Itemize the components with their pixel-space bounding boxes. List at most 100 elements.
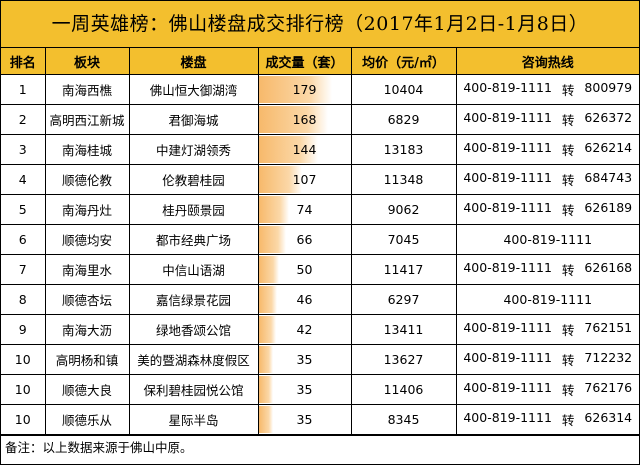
area-cell: 顺德均安 bbox=[44, 224, 130, 255]
area-cell: 顺德乐从 bbox=[44, 404, 130, 435]
deals-bar bbox=[259, 226, 286, 253]
ranking-table: 排名 板块 楼盘 成交量（套） 均价（元/㎡） 咨询热线 1 南海西樵 佛山恒大… bbox=[1, 48, 639, 435]
project-cell: 伦教碧桂园 bbox=[128, 164, 259, 195]
deals-bar bbox=[259, 136, 318, 163]
rank-cell: 10 bbox=[1, 344, 46, 375]
area-cell: 高明西江新城 bbox=[44, 104, 130, 135]
contact-cell: 400-819-1111 bbox=[455, 284, 639, 315]
table-row: 7 南海里水 中信山语湖 50 11417 400-819-1111 转 626… bbox=[1, 254, 639, 285]
contact-cell: 400-819-1111 转 626214 bbox=[455, 134, 639, 165]
deals-value: 179 bbox=[292, 82, 317, 97]
deals-value: 35 bbox=[296, 412, 313, 427]
price-cell: 8345 bbox=[350, 404, 457, 435]
project-cell: 绿地香颂公馆 bbox=[128, 314, 259, 345]
deals-value: 35 bbox=[296, 352, 313, 367]
project-cell: 都市经典广场 bbox=[128, 224, 259, 255]
deals-value: 74 bbox=[296, 202, 313, 217]
deals-value: 35 bbox=[296, 382, 313, 397]
contact-cell: 400-819-1111 转 762176 bbox=[455, 374, 639, 405]
table-row: 4 顺德伦教 伦教碧桂园 107 11348 400-819-1111 转 68… bbox=[1, 164, 639, 195]
price-cell: 7045 bbox=[350, 224, 457, 255]
phone-number: 400-819-1111 bbox=[463, 320, 552, 335]
deals-bar bbox=[259, 406, 273, 433]
phone-number: 400-819-1111 bbox=[463, 140, 552, 155]
rank-cell: 4 bbox=[1, 164, 46, 195]
deals-cell: 35 bbox=[257, 404, 352, 435]
table-row: 8 顺德杏坛 嘉信绿景花园 46 6297 400-819-1111 bbox=[1, 284, 639, 315]
project-cell: 中建灯湖领秀 bbox=[128, 134, 259, 165]
page-title: 一周英雄榜：佛山楼盘成交排行榜（2017年1月2日-1月8日） bbox=[1, 1, 639, 48]
project-cell: 星际半岛 bbox=[128, 404, 259, 435]
table-row: 2 高明西江新城 君御海城 168 6829 400-819-1111 转 62… bbox=[1, 104, 639, 135]
deals-cell: 66 bbox=[257, 224, 352, 255]
extension-number: 626314 bbox=[584, 410, 633, 425]
extension-label: 转 bbox=[561, 113, 575, 128]
area-cell: 顺德伦教 bbox=[44, 164, 130, 195]
area-cell: 南海大沥 bbox=[44, 314, 130, 345]
rank-cell: 10 bbox=[1, 374, 46, 405]
extension-label: 转 bbox=[561, 143, 575, 158]
footer-note: 备注：以上数据来源于佛山中原。 bbox=[1, 435, 639, 460]
extension-label: 转 bbox=[561, 353, 575, 368]
phone-number: 400-819-1111 bbox=[463, 110, 552, 125]
phone-number: 400-819-1111 bbox=[463, 410, 552, 425]
header-area: 板块 bbox=[44, 48, 130, 75]
table-row: 9 南海大沥 绿地香颂公馆 42 13411 400-819-1111 转 76… bbox=[1, 314, 639, 345]
area-cell: 南海西樵 bbox=[44, 74, 130, 105]
deals-cell: 35 bbox=[257, 344, 352, 375]
table-row: 10 顺德大良 保利碧桂园悦公馆 35 11406 400-819-1111 转… bbox=[1, 374, 639, 405]
header-row: 排名 板块 楼盘 成交量（套） 均价（元/㎡） 咨询热线 bbox=[1, 48, 639, 75]
deals-value: 168 bbox=[292, 112, 317, 127]
rank-cell: 8 bbox=[1, 284, 46, 315]
header-rank: 排名 bbox=[1, 48, 46, 75]
deals-bar bbox=[259, 376, 273, 403]
price-cell: 13183 bbox=[350, 134, 457, 165]
contact-cell: 400-819-1111 转 626189 bbox=[455, 194, 639, 225]
table-body: 1 南海西樵 佛山恒大御湖湾 179 10404 400-819-1111 转 … bbox=[1, 74, 639, 435]
extension-number: 626214 bbox=[584, 140, 633, 155]
extension-number: 626372 bbox=[584, 110, 633, 125]
deals-value: 46 bbox=[296, 292, 313, 307]
deals-cell: 107 bbox=[257, 164, 352, 195]
header-contact: 咨询热线 bbox=[455, 48, 639, 75]
extension-label: 转 bbox=[561, 83, 575, 98]
phone-number: 400-819-1111 bbox=[463, 380, 552, 395]
deals-bar bbox=[259, 316, 276, 343]
extension-number: 762151 bbox=[584, 320, 633, 335]
deals-value: 66 bbox=[296, 232, 313, 247]
deals-bar bbox=[259, 196, 289, 223]
extension-label: 转 bbox=[561, 173, 575, 188]
project-cell: 中信山语湖 bbox=[128, 254, 259, 285]
project-cell: 嘉信绿景花园 bbox=[128, 284, 259, 315]
project-cell: 美的暨湖森林度假区 bbox=[128, 344, 259, 375]
contact-cell: 400-819-1111 转 626314 bbox=[455, 404, 639, 435]
deals-bar bbox=[259, 106, 328, 133]
price-cell: 11417 bbox=[350, 254, 457, 285]
area-cell: 高明杨和镇 bbox=[44, 344, 130, 375]
extension-label: 转 bbox=[561, 203, 575, 218]
contact-cell: 400-819-1111 转 626168 bbox=[455, 254, 639, 285]
table-row: 10 顺德乐从 星际半岛 35 8345 400-819-1111 转 6263… bbox=[1, 404, 639, 435]
contact-cell: 400-819-1111 转 626372 bbox=[455, 104, 639, 135]
extension-number: 762176 bbox=[584, 380, 633, 395]
deals-value: 50 bbox=[296, 262, 313, 277]
phone-number: 400-819-1111 bbox=[503, 292, 593, 307]
price-cell: 6297 bbox=[350, 284, 457, 315]
rank-cell: 7 bbox=[1, 254, 46, 285]
project-cell: 保利碧桂园悦公馆 bbox=[128, 374, 259, 405]
deals-value: 107 bbox=[292, 172, 317, 187]
extension-number: 712232 bbox=[584, 350, 633, 365]
price-cell: 10404 bbox=[350, 74, 457, 105]
deals-bar bbox=[259, 76, 333, 103]
area-cell: 南海里水 bbox=[44, 254, 130, 285]
deals-bar bbox=[259, 166, 303, 193]
project-cell: 君御海城 bbox=[128, 104, 259, 135]
area-cell: 南海丹灶 bbox=[44, 194, 130, 225]
rank-cell: 1 bbox=[1, 74, 46, 105]
deals-cell: 168 bbox=[257, 104, 352, 135]
phone-number: 400-819-1111 bbox=[463, 350, 552, 365]
deals-cell: 74 bbox=[257, 194, 352, 225]
deals-bar bbox=[259, 346, 273, 373]
extension-label: 转 bbox=[561, 383, 575, 398]
price-cell: 11348 bbox=[350, 164, 457, 195]
